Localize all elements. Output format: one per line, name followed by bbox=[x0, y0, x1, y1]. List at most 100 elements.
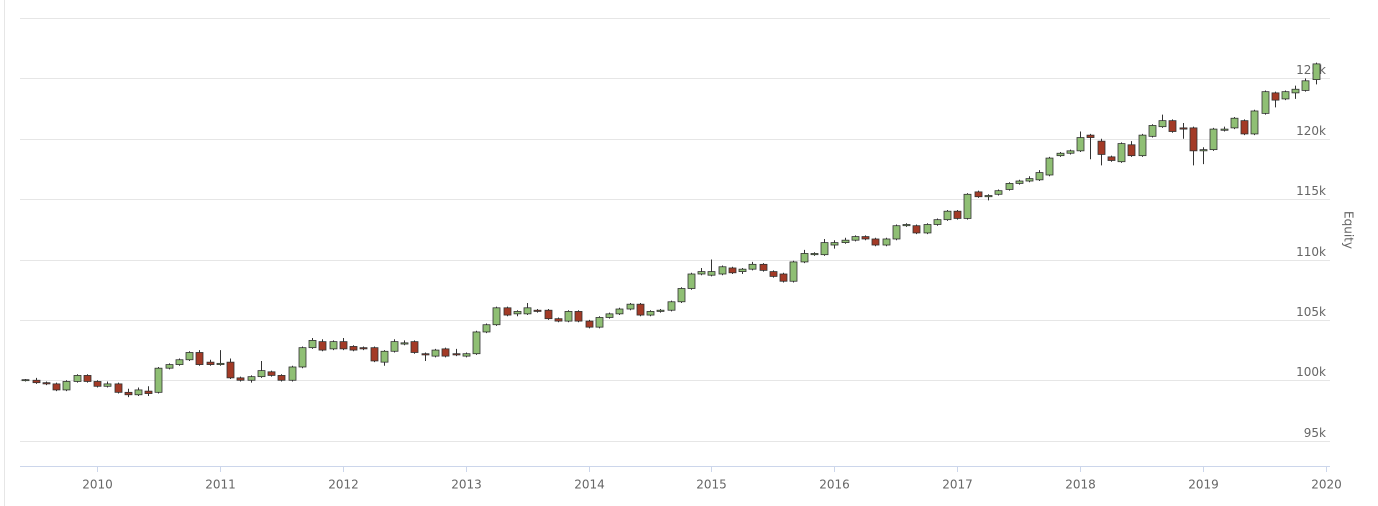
candle-body bbox=[882, 238, 891, 246]
candle-body bbox=[390, 341, 399, 352]
candle-body bbox=[236, 377, 245, 381]
candle-body bbox=[820, 242, 829, 256]
candle-body bbox=[400, 342, 409, 345]
candle-body bbox=[1127, 144, 1136, 157]
x-tick-label: 2015 bbox=[696, 478, 727, 492]
candle-body bbox=[62, 381, 71, 391]
candle-body bbox=[667, 301, 676, 311]
candle-body bbox=[1220, 128, 1229, 131]
candle-body bbox=[206, 361, 215, 365]
candle-body bbox=[1240, 120, 1249, 135]
candle-body bbox=[994, 190, 1003, 195]
candle-body bbox=[349, 346, 358, 351]
candle-body bbox=[185, 352, 194, 361]
candle-body bbox=[277, 375, 286, 381]
candle-body bbox=[871, 238, 880, 246]
candle-body bbox=[759, 263, 768, 271]
candle-body bbox=[523, 307, 532, 315]
candle-body bbox=[861, 236, 870, 240]
candle-body bbox=[165, 364, 174, 369]
candle-body bbox=[103, 383, 112, 387]
candle-body bbox=[1261, 91, 1270, 114]
candle-body bbox=[595, 317, 604, 328]
candle-body bbox=[1281, 91, 1290, 100]
candle-body bbox=[912, 225, 921, 234]
candle-body bbox=[318, 341, 327, 351]
candle-body bbox=[605, 313, 614, 318]
candle-body bbox=[52, 383, 61, 391]
candle-body bbox=[1250, 110, 1259, 135]
candle-body bbox=[953, 210, 962, 219]
candle-body bbox=[1035, 172, 1044, 181]
candle-body bbox=[175, 359, 184, 365]
candle-body bbox=[728, 267, 737, 274]
candle-body bbox=[697, 271, 706, 275]
candle-body bbox=[1148, 125, 1157, 137]
candle-body bbox=[359, 347, 368, 350]
x-tick-label: 2011 bbox=[205, 478, 236, 492]
candle-body bbox=[1301, 80, 1310, 91]
candle-body bbox=[370, 347, 379, 362]
candle-body bbox=[247, 376, 256, 381]
candle-body bbox=[298, 347, 307, 368]
y-tick-label: 110k bbox=[1296, 245, 1326, 259]
candle-body bbox=[923, 224, 932, 234]
y-tick-label: 95k bbox=[1304, 426, 1326, 440]
candle-body bbox=[288, 366, 297, 381]
candle-body bbox=[216, 362, 225, 365]
candle-body bbox=[718, 266, 727, 275]
x-tick-label: 2020 bbox=[1311, 478, 1342, 492]
y-axis-title: Equity bbox=[1342, 211, 1356, 249]
candle-body bbox=[1025, 178, 1034, 182]
x-tick-label: 2018 bbox=[1065, 478, 1096, 492]
candle-body bbox=[1168, 120, 1177, 132]
y-tick-label: 120k bbox=[1296, 124, 1326, 138]
candle-body bbox=[687, 273, 696, 289]
x-tick-label: 2010 bbox=[82, 478, 113, 492]
candle-body bbox=[1312, 63, 1321, 80]
candle-body bbox=[195, 352, 204, 365]
y-tick-label: 105k bbox=[1296, 305, 1326, 319]
candle-body bbox=[1056, 152, 1065, 157]
candle-body bbox=[421, 353, 430, 356]
candle-body bbox=[503, 307, 512, 316]
candle-body bbox=[380, 350, 389, 363]
x-tick-label: 2017 bbox=[942, 478, 973, 492]
candle-body bbox=[73, 375, 82, 382]
candle-body bbox=[226, 361, 235, 379]
candle-body bbox=[482, 324, 491, 333]
candle-body bbox=[462, 353, 471, 357]
candle-body bbox=[738, 268, 747, 272]
candle-body bbox=[1230, 117, 1239, 129]
candle-body bbox=[431, 349, 440, 357]
candle-body bbox=[533, 309, 542, 312]
candle-body bbox=[810, 253, 819, 256]
candle-body bbox=[267, 371, 276, 376]
candle-body bbox=[615, 308, 624, 315]
candle-body bbox=[93, 381, 102, 387]
candle-body bbox=[933, 219, 942, 225]
candle-body bbox=[1189, 127, 1198, 152]
candle-body bbox=[441, 348, 450, 357]
candle-body bbox=[1117, 143, 1126, 163]
candle-body bbox=[452, 353, 461, 356]
candle-body bbox=[32, 379, 41, 384]
candle-body bbox=[1107, 156, 1116, 161]
x-tick-label: 2013 bbox=[451, 478, 482, 492]
candle-body bbox=[134, 389, 143, 396]
candle-body bbox=[1209, 128, 1218, 151]
candle-body bbox=[339, 341, 348, 350]
y-tick-label: 125k bbox=[1296, 63, 1326, 77]
candle-body bbox=[646, 311, 655, 316]
y-tick-label: 100k bbox=[1296, 365, 1326, 379]
candle-body bbox=[984, 195, 993, 198]
candle-body bbox=[1199, 149, 1208, 152]
candle-body bbox=[329, 341, 338, 350]
candle-body bbox=[154, 367, 163, 393]
x-tick-label: 2016 bbox=[819, 478, 850, 492]
candle-body bbox=[1291, 88, 1300, 94]
x-tick-label: 2019 bbox=[1188, 478, 1219, 492]
candle-body bbox=[677, 288, 686, 303]
